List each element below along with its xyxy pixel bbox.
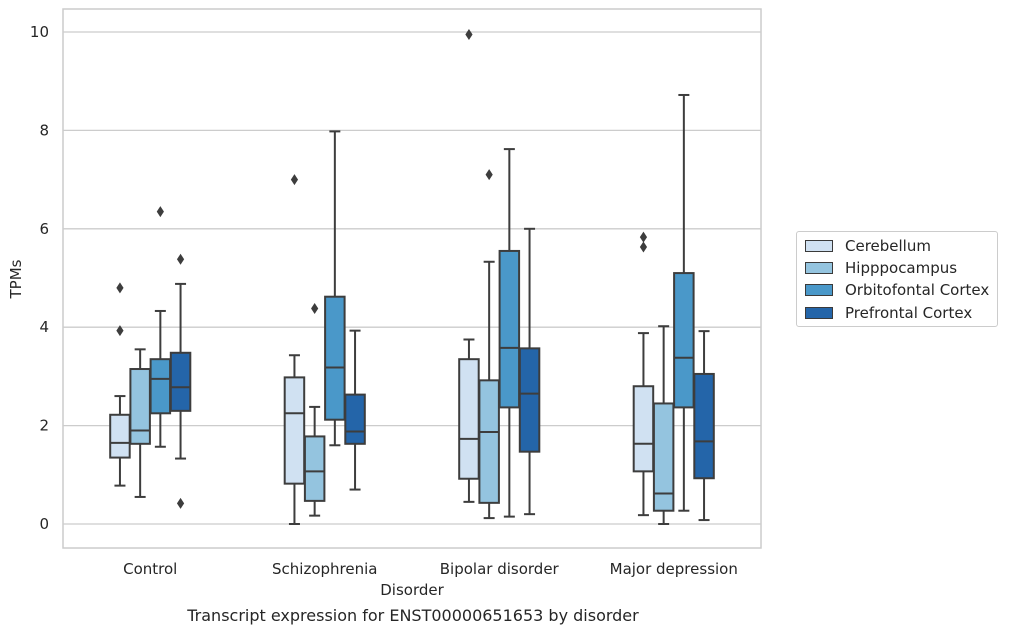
y-tick-label: 0 bbox=[39, 515, 49, 533]
legend-swatch-cerebellum bbox=[805, 240, 833, 252]
box-iqr bbox=[518, 347, 541, 453]
legend-label-orbitofrontal: Orbitofontal Cortex bbox=[845, 281, 990, 299]
legend-swatch-hippocampus bbox=[805, 262, 833, 274]
y-tick-label: 4 bbox=[39, 318, 49, 336]
box-iqr bbox=[498, 249, 521, 409]
outlier-point bbox=[639, 241, 648, 253]
box-iqr bbox=[324, 295, 346, 421]
x-axis-label: Disorder bbox=[380, 581, 444, 599]
y-tick-label: 8 bbox=[39, 121, 49, 139]
box-iqr bbox=[344, 393, 366, 445]
box-3-0 bbox=[169, 253, 192, 509]
box-plot-series bbox=[109, 28, 715, 525]
box-iqr bbox=[693, 372, 715, 480]
outlier-point bbox=[176, 253, 185, 265]
grid-lines bbox=[63, 31, 761, 525]
x-tick-label: Major depression bbox=[610, 560, 738, 578]
box-iqr bbox=[109, 413, 131, 459]
box-iqr bbox=[129, 368, 151, 445]
figure-caption: Transcript expression for ENST0000065165… bbox=[187, 606, 639, 625]
y-tick-label: 6 bbox=[39, 220, 49, 238]
box-0-0 bbox=[109, 282, 131, 487]
box-0-3 bbox=[632, 231, 655, 517]
box-2-3 bbox=[673, 93, 695, 512]
legend-label-prefrontal: Prefrontal Cortex bbox=[845, 304, 973, 322]
legend-item-cerebellum: Cerebellum bbox=[805, 236, 931, 256]
box-2-0 bbox=[149, 206, 172, 448]
box-3-3 bbox=[693, 330, 715, 522]
legend-swatch-prefrontal bbox=[805, 307, 833, 319]
box-1-1 bbox=[303, 303, 326, 517]
x-tick-label: Control bbox=[123, 560, 177, 578]
legend-label-hippocampus: Hipppocampus bbox=[845, 259, 958, 277]
box-1-0 bbox=[129, 348, 151, 498]
box-2-2 bbox=[498, 148, 521, 518]
box-iqr bbox=[169, 351, 192, 412]
y-tick-label: 10 bbox=[30, 23, 49, 41]
outlier-point bbox=[311, 303, 319, 315]
legend-label-cerebellum: Cerebellum bbox=[845, 237, 931, 255]
box-3-1 bbox=[344, 329, 366, 491]
box-0-2 bbox=[458, 28, 480, 503]
box-1-3 bbox=[652, 325, 675, 525]
box-iqr bbox=[149, 358, 172, 415]
box-iqr bbox=[478, 379, 500, 504]
outlier-point bbox=[176, 497, 185, 509]
y-tick-labels: 0 2 4 6 8 10 bbox=[30, 23, 49, 533]
box-iqr bbox=[632, 385, 655, 473]
legend-swatch-orbitofrontal bbox=[805, 284, 833, 296]
plot-frame bbox=[62, 8, 762, 549]
chart-legend: Cerebellum Hipppocampus Orbitofontal Cor… bbox=[796, 231, 998, 327]
outlier-point bbox=[116, 282, 124, 294]
outlier-point bbox=[639, 231, 648, 243]
box-1-2 bbox=[478, 169, 500, 520]
x-tick-labels: Control Schizophrenia Bipolar disorder Majo… bbox=[123, 560, 738, 578]
box-iqr bbox=[303, 435, 326, 502]
outlier-point bbox=[465, 28, 473, 40]
box-2-1 bbox=[324, 130, 346, 447]
y-tick-label: 2 bbox=[39, 417, 49, 435]
box-iqr bbox=[283, 376, 306, 485]
legend-item-orbitofrontal: Orbitofontal Cortex bbox=[805, 280, 989, 300]
outlier-point bbox=[156, 206, 164, 218]
legend-item-hippocampus: Hipppocampus bbox=[805, 258, 957, 278]
x-tick-label: Schizophrenia bbox=[272, 560, 377, 578]
legend-item-prefrontal: Prefrontal Cortex bbox=[805, 303, 972, 323]
y-axis-label: TPMs bbox=[7, 259, 25, 299]
box-0-1 bbox=[283, 174, 306, 525]
outlier-point bbox=[485, 169, 493, 181]
box-iqr bbox=[652, 402, 675, 512]
box-iqr bbox=[458, 358, 480, 480]
box-iqr bbox=[673, 272, 695, 409]
outlier-point bbox=[116, 325, 124, 337]
x-tick-label: Bipolar disorder bbox=[440, 560, 560, 578]
box-3-2 bbox=[518, 227, 541, 516]
outlier-point bbox=[290, 174, 299, 186]
